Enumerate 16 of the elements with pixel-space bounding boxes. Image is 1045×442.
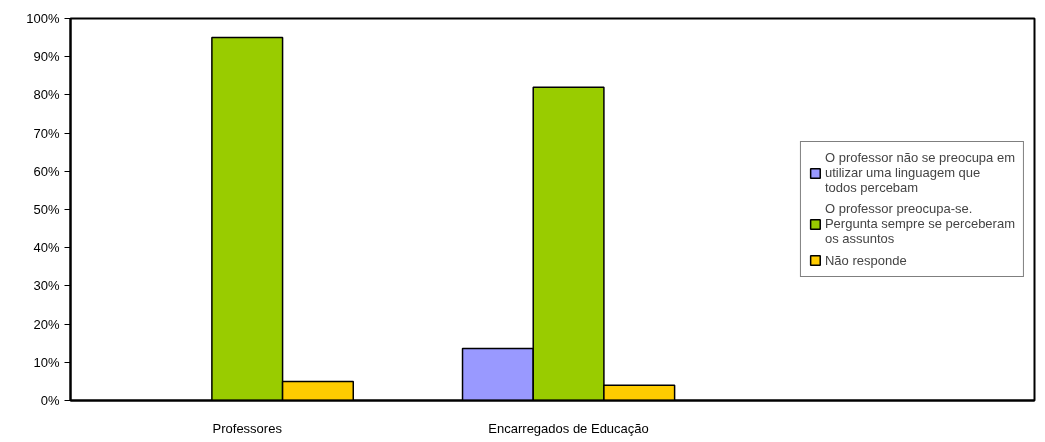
y-tick-label: 40% (33, 240, 60, 256)
x-tick-label: Encarregados de Educação (488, 420, 649, 436)
y-tick-label: 30% (33, 278, 60, 294)
y-tick-label: 100% (26, 11, 60, 26)
y-tick-label: 50% (33, 202, 60, 217)
y-tick-label: 80% (33, 87, 60, 103)
y-tick-label: 70% (33, 125, 60, 141)
legend-label: O professor preocupa-se. Pergunta sempre se perceberam os assuntos (824, 201, 1015, 246)
legend-label: Não responde (824, 252, 907, 268)
y-tick-label: 60% (33, 163, 60, 179)
y-tick-label: 10% (33, 354, 60, 370)
legend-label: O professor não se preocupa em utilizar uma linguagem que todos percebam (824, 150, 1015, 195)
y-tick-label: 90% (33, 49, 60, 65)
x-tick-label: Professores (212, 420, 283, 436)
y-tick-label: 20% (33, 316, 60, 332)
y-tick-label: 0% (40, 393, 60, 408)
